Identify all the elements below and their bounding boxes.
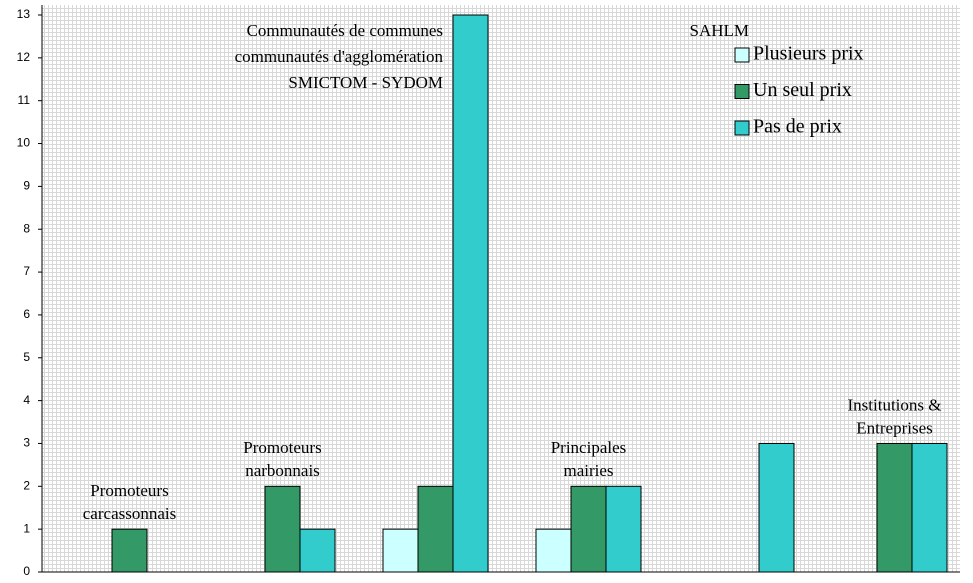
y-tick-label: 9: [23, 179, 30, 193]
y-tick-label: 13: [17, 7, 31, 21]
y-tick-label: 7: [23, 264, 30, 278]
bar: [382, 528, 419, 573]
bar: [911, 442, 948, 573]
category-label: Promoteurs: [243, 438, 321, 457]
bar: [535, 528, 572, 573]
category-label: SMICTOM - SYDOM: [288, 73, 443, 92]
bar: [299, 528, 336, 573]
category-label: Communautés de communes: [247, 21, 443, 40]
y-tick-label: 11: [18, 93, 31, 107]
category-label: mairies: [563, 461, 613, 480]
category-label: communautés d'agglomération: [235, 47, 444, 66]
category-label: narbonnais: [245, 461, 320, 480]
y-tick-label: 5: [23, 350, 30, 364]
category-label: Entreprises: [856, 418, 932, 437]
category-label: Promoteurs: [90, 481, 168, 500]
bar: [417, 485, 454, 573]
bar: [758, 442, 795, 573]
bar: [452, 14, 489, 573]
y-tick-label: 4: [23, 393, 30, 407]
category-label: Institutions &: [848, 395, 942, 414]
y-tick-label: 10: [17, 136, 31, 150]
y-tick-label: 3: [23, 436, 30, 450]
bar: [570, 485, 607, 573]
bar: [876, 442, 913, 573]
y-tick-label: 8: [23, 221, 30, 235]
y-tick-label: 0: [23, 564, 30, 578]
category-label: SAHLM: [689, 21, 749, 40]
bar: [111, 528, 148, 573]
y-tick-label: 6: [23, 307, 30, 321]
y-tick-label: 1: [23, 521, 30, 535]
legend-label: Pas de prix: [753, 116, 842, 138]
y-tick-label: 12: [17, 50, 31, 64]
bar: [264, 485, 301, 573]
category-label: Principales: [551, 438, 627, 457]
legend-label: Plusieurs prix: [753, 43, 864, 65]
plot-background: [42, 5, 960, 572]
bar: [605, 485, 642, 573]
legend-swatch: [734, 47, 750, 63]
legend-swatch: [734, 84, 750, 99]
y-tick-label: 2: [23, 478, 30, 492]
category-label: carcassonnais: [83, 504, 176, 523]
legend-label: Un seul prix: [753, 79, 852, 101]
legend-swatch: [734, 120, 750, 136]
